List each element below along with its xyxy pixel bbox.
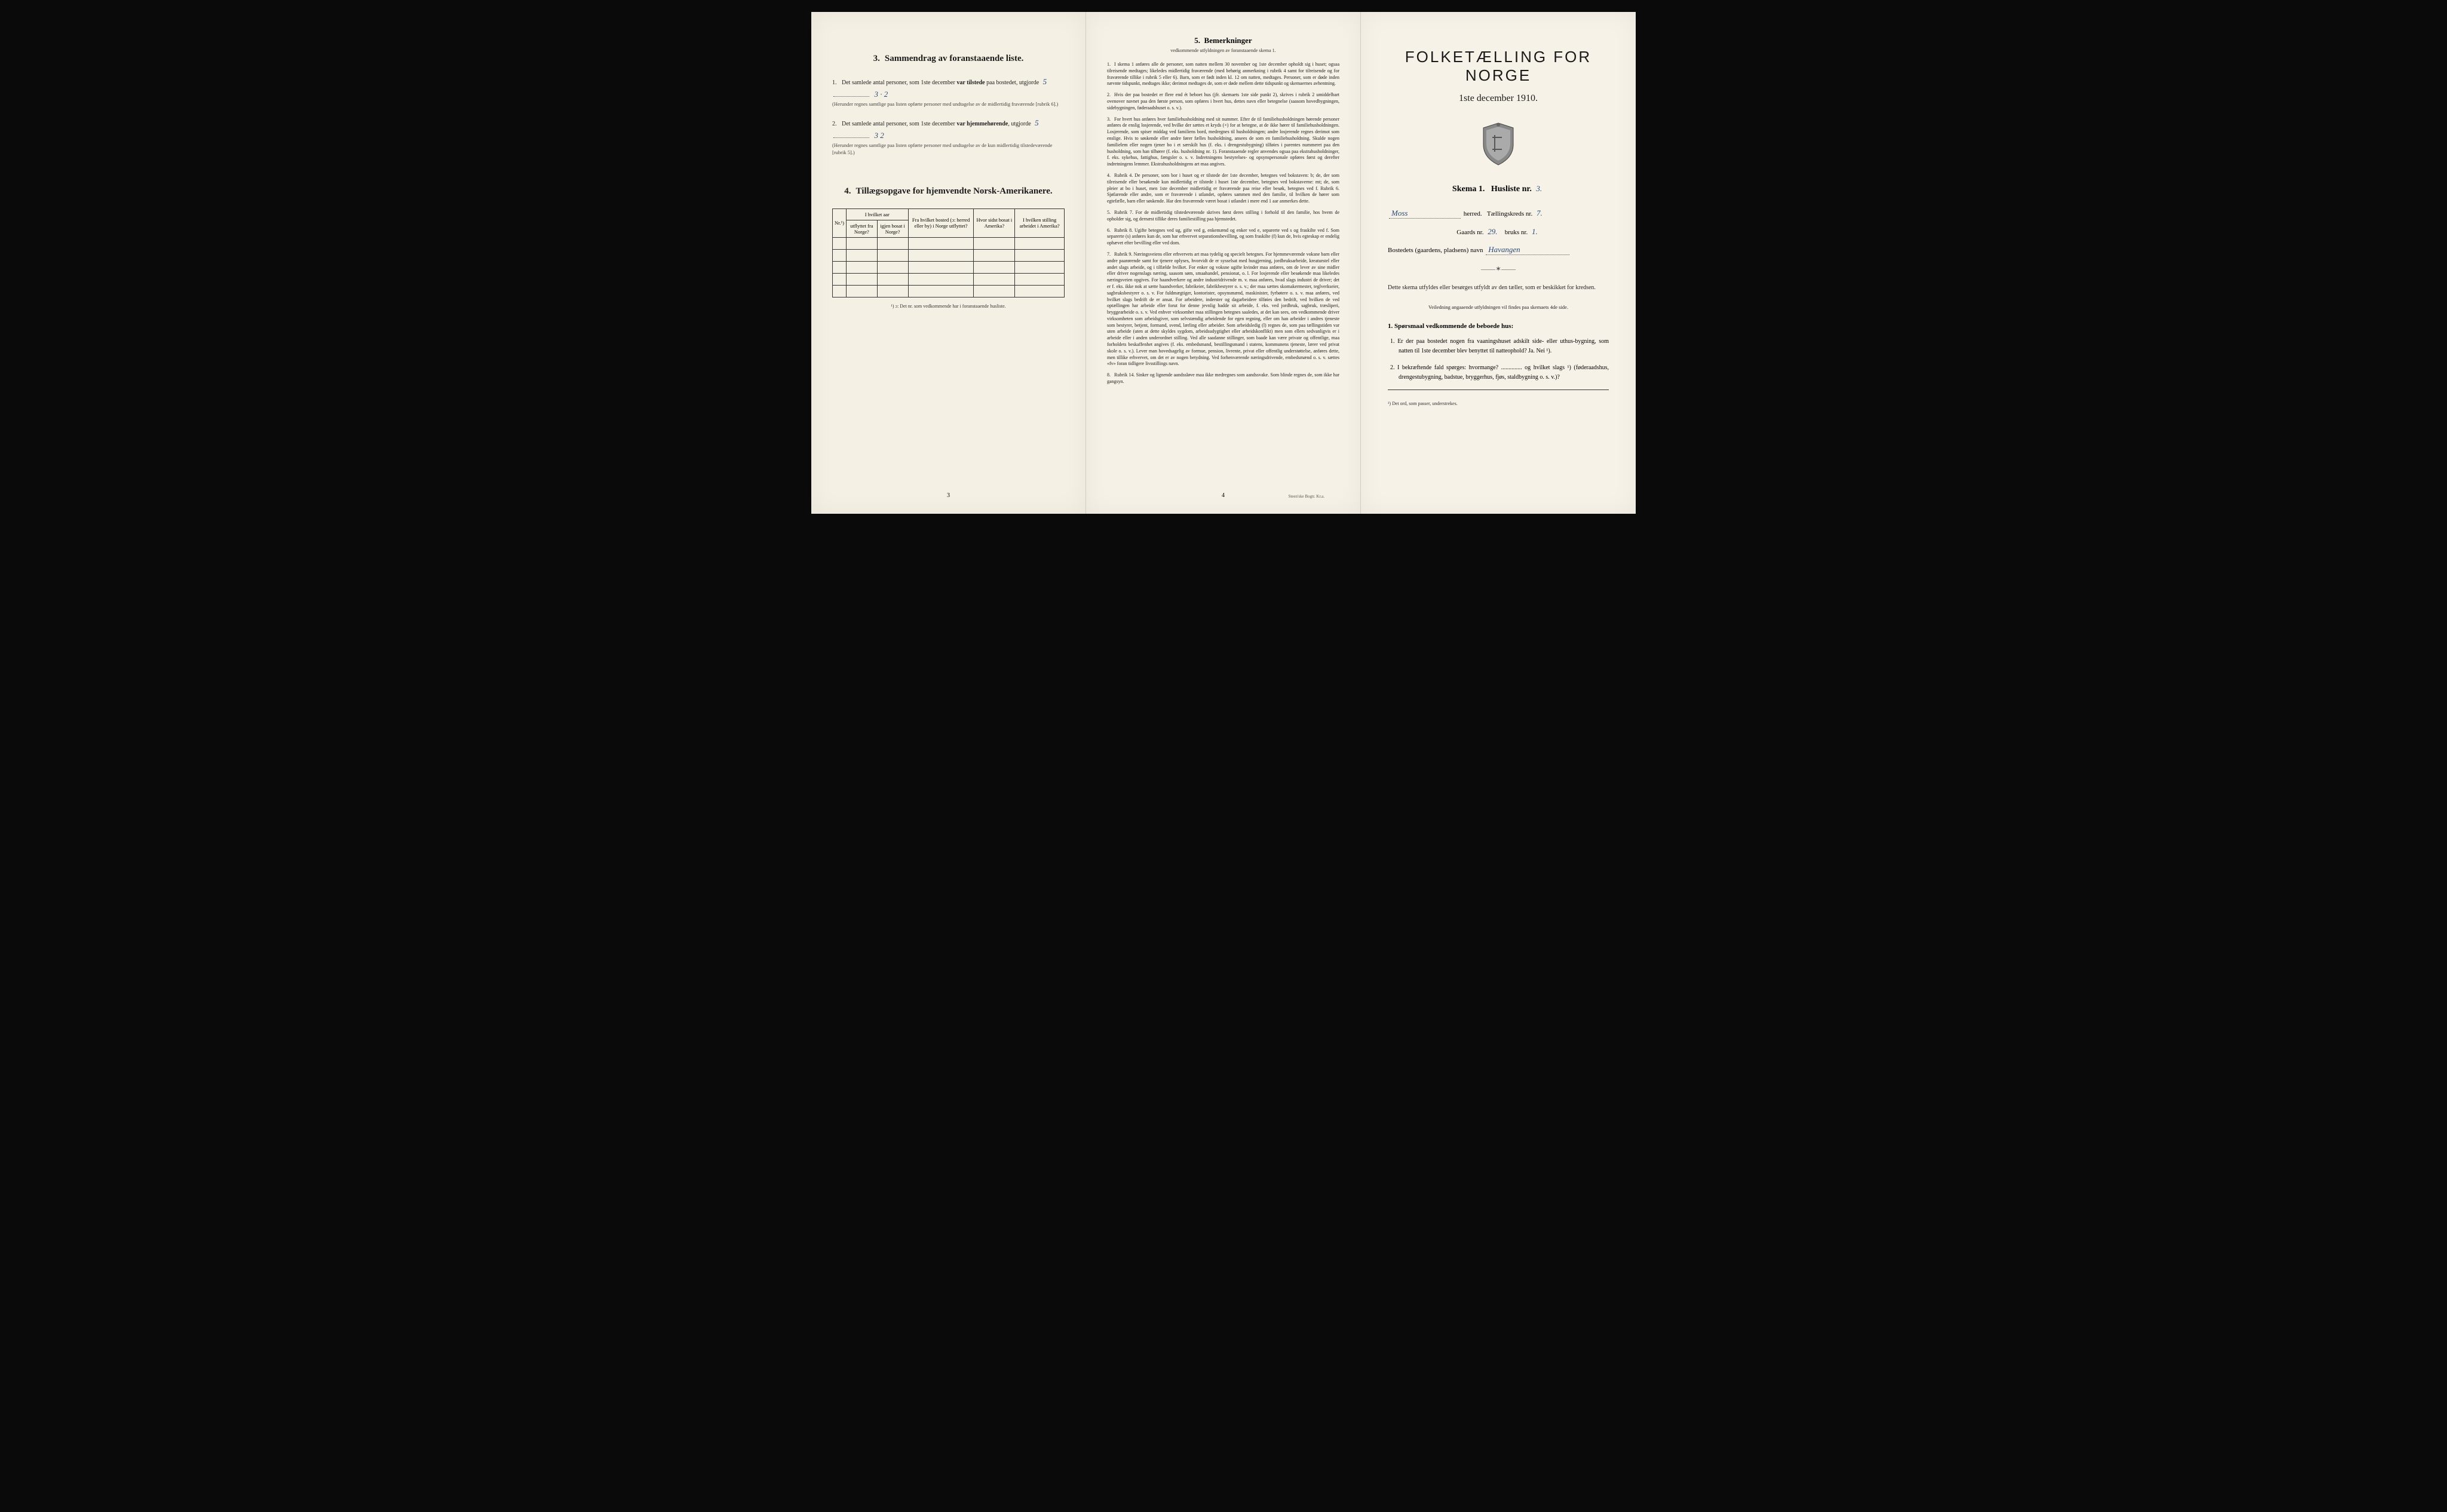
skema-line: Skema 1. Husliste nr. 3. <box>1382 184 1615 194</box>
summary-item-1: 1. Det samlede antal personer, som 1ste … <box>832 76 1065 108</box>
coat-of-arms-icon <box>1382 122 1615 170</box>
page-number: 3 <box>947 492 950 499</box>
page-3-summary: 3.Sammendrag av foranstaaende liste. 1. … <box>811 12 1086 514</box>
emigrant-table: Nr.¹) I hvilket aar Fra hvilket bosted (… <box>832 208 1065 298</box>
footnote-rule <box>1388 389 1609 390</box>
census-title: FOLKETÆLLING FOR NORGE <box>1382 48 1615 85</box>
kreds-value: 7. <box>1534 208 1545 217</box>
cover-footnote: ¹) Det ord, som passer, understrekes. <box>1388 401 1609 406</box>
section-5-title: 5. Bemerkninger <box>1107 36 1339 45</box>
section-4-title: 4.Tillægsopgave for hjemvendte Norsk-Ame… <box>832 186 1065 197</box>
instructions-1: Dette skema utfyldes eller besørges utfy… <box>1388 283 1609 293</box>
document-spread: 3.Sammendrag av foranstaaende liste. 1. … <box>811 12 1636 514</box>
th-aar-group: I hvilket aar <box>847 208 909 220</box>
th-igjen: igjen bosat i Norge? <box>877 220 908 237</box>
note-1: (Herunder regnes samtlige paa listen opf… <box>832 101 1065 108</box>
th-stilling: I hvilken stilling arbeidet i Amerika? <box>1015 208 1065 237</box>
bruks-nr: 1. <box>1529 227 1540 236</box>
herred-value: Moss <box>1389 208 1461 219</box>
th-nr: Nr.¹) <box>833 208 847 237</box>
note-2: (Herunder regnes samtlige paa listen opf… <box>832 142 1065 157</box>
gaards-nr: 29. <box>1485 227 1500 236</box>
remark-item: 2.Hvis der paa bostedet er flere end ét … <box>1107 92 1339 111</box>
remark-item: 7.Rubrik 9. Næringsveiens eller erhverve… <box>1107 252 1339 367</box>
value-tilstede-main: 5 <box>1041 77 1050 86</box>
summary-item-2: 2. Det samlede antal personer, som 1ste … <box>832 117 1065 156</box>
remarks-list: 1.I skema 1 anføres alle de personer, so… <box>1107 62 1339 385</box>
th-utflyttet: utflyttet fra Norge? <box>847 220 878 237</box>
remark-item: 6.Rubrik 8. Ugifte betegnes ved ug, gift… <box>1107 228 1339 247</box>
table-body <box>833 237 1065 297</box>
remark-item: 4.Rubrik 4. De personer, som bor i huset… <box>1107 173 1339 205</box>
table-row <box>833 273 1065 285</box>
instructions-2: Veiledning angaaende utfyldningen vil fi… <box>1388 303 1609 312</box>
bosted-field: Bostedets (gaardens, pladsens) navn Hava… <box>1382 245 1615 255</box>
divider-icon: ――✶―― <box>1382 265 1615 274</box>
bosted-value: Havangen <box>1486 245 1569 255</box>
herred-field: Moss herred. Tællingskreds nr. 7. <box>1382 208 1615 219</box>
remark-item: 3.For hvert hus anføres hver familiehush… <box>1107 116 1339 168</box>
th-bosted: Fra hvilket bosted (ɔ: herred eller by) … <box>908 208 974 237</box>
remark-item: 8.Rubrik 14. Sinker og lignende aandsslø… <box>1107 372 1339 385</box>
table-footnote: ¹) ɔ: Det nr. som vedkommende har i fora… <box>832 303 1065 309</box>
table-row <box>833 237 1065 249</box>
remark-item: 1.I skema 1 anføres alle de personer, so… <box>1107 62 1339 87</box>
section-5-subtitle: vedkommende utfyldningen av foranstaaend… <box>1107 48 1339 53</box>
printer-mark: Steen'ske Bogtr. Kr.a. <box>1288 494 1324 499</box>
table-row <box>833 285 1065 297</box>
question-1: 1. Er der paa bostedet nogen fra vaaning… <box>1399 337 1609 356</box>
table-row <box>833 261 1065 273</box>
value-hjemme-main: 5 <box>1032 118 1041 127</box>
value-tilstede-sub: 3 · 2 <box>872 90 891 99</box>
value-hjemme-sub: 3 2 <box>872 131 887 140</box>
section-3-title: 3.Sammendrag av foranstaaende liste. <box>832 54 1065 64</box>
gaard-field: Gaards nr. 29. bruks nr. 1. <box>1382 227 1615 237</box>
th-sidst: Hvor sidst bosat i Amerika? <box>974 208 1015 237</box>
table-row <box>833 249 1065 261</box>
page-1-cover: FOLKETÆLLING FOR NORGE 1ste december 191… <box>1361 12 1636 514</box>
questions-heading: 1. Spørsmaal vedkommende de beboede hus: <box>1388 323 1609 330</box>
census-date: 1ste december 1910. <box>1382 93 1615 104</box>
page-number: 4 <box>1222 492 1225 499</box>
page-4-remarks: 5. Bemerkninger vedkommende utfyldningen… <box>1086 12 1361 514</box>
question-2: 2. I bekræftende fald spørges: hvormange… <box>1399 363 1609 382</box>
husliste-nr: 3. <box>1534 184 1544 193</box>
remark-item: 5.Rubrik 7. For de midlertidig tilstedev… <box>1107 210 1339 223</box>
